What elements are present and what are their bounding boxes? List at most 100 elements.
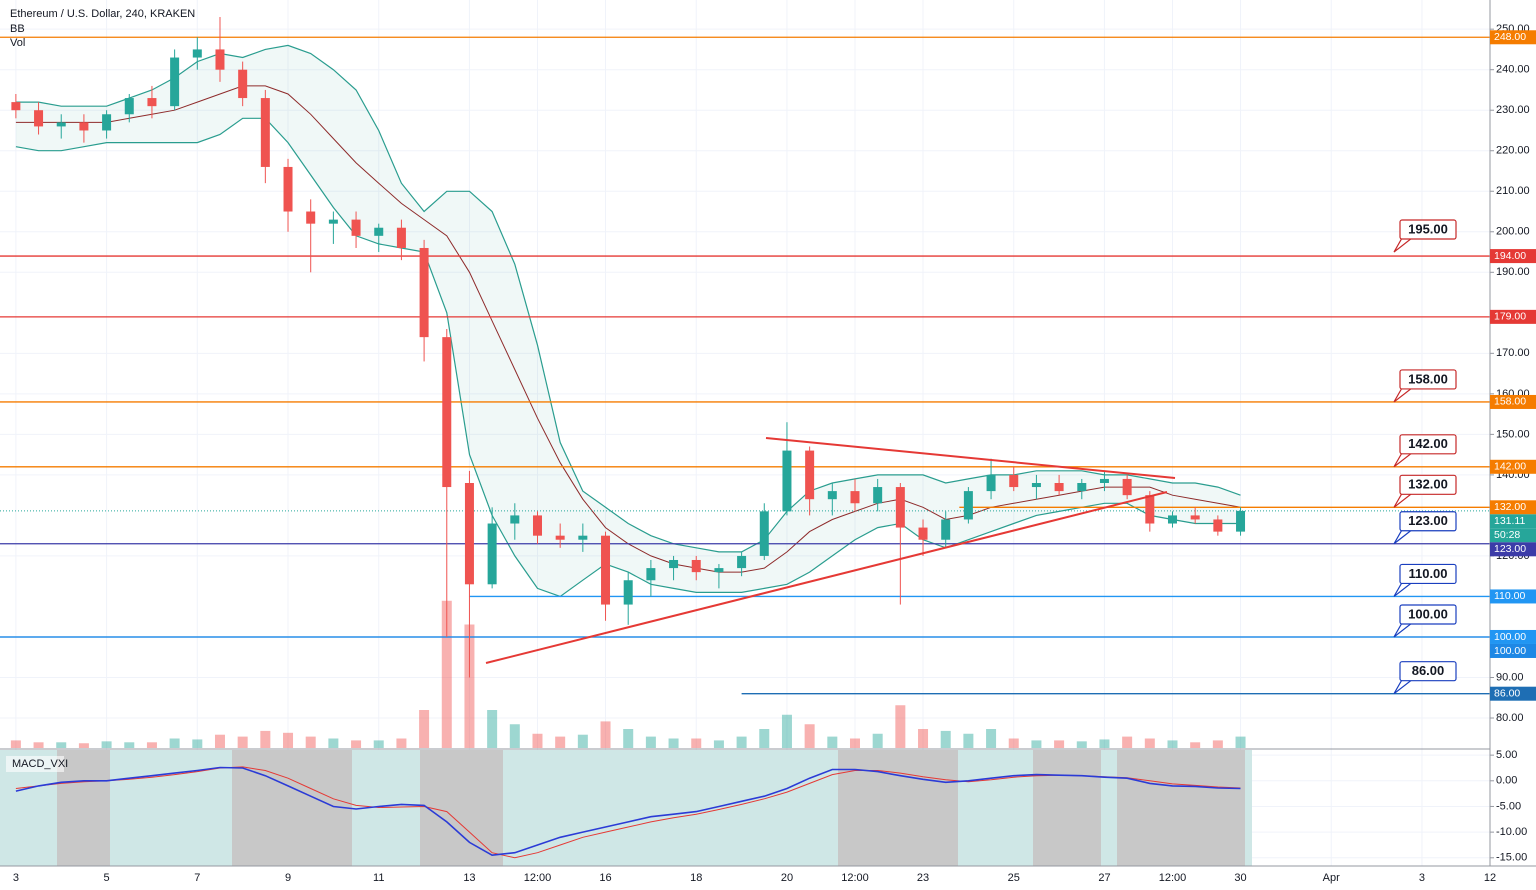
volume-bar [1031,740,1042,748]
volume-bar [986,729,997,748]
x-tick-label: 5 [104,872,110,884]
callout-box [1399,434,1457,455]
volume-bar [1054,740,1065,748]
price-tag-label: 86.00 [1494,687,1520,699]
candle-body [986,474,996,492]
volume-bar [373,740,384,748]
volume-bar [1008,738,1019,748]
candle-body [419,247,429,338]
volume-bar [600,721,611,748]
x-tick-label: 20 [781,872,793,884]
callouts: 248.00 194.00 179.00 158.00 142.00 132.00 131.… [1393,30,1536,701]
macd-pane [15,766,1241,859]
price-tag-label: 179.00 [1494,311,1526,323]
candle-body [805,450,815,500]
trend-line [485,491,1168,664]
callout-label: 195.00 [1408,221,1448,236]
candle-body [260,98,270,167]
y-tick-label: 170.00 [1496,347,1530,359]
y-tick-label: -10.00 [1496,826,1527,838]
volume-bar [283,732,294,748]
x-tick-label: Apr [1323,872,1340,884]
volume-bar [124,742,135,748]
volume-bar [33,742,44,748]
macd-background [0,750,1252,866]
x-tick-label: 12:00 [841,872,869,884]
y-tick-label: 80.00 [1496,712,1524,724]
callout-label: 123.00 [1408,513,1448,528]
x-tick-label: 3 [13,872,19,884]
volume-bar [623,729,634,748]
x-tick-label: 27 [1098,872,1110,884]
price-tag-label: 131.11 [1494,515,1525,527]
indicator-label-bg [6,756,64,772]
macd-region [57,750,110,866]
x-tick-label: 23 [917,872,929,884]
callout-label: 86.00 [1412,663,1445,678]
price-tag-label: 100.00 [1494,645,1526,657]
candle-body [374,227,384,236]
price-axis [1490,0,1536,866]
price-tag [1490,629,1536,644]
volume-bar [1167,740,1178,748]
x-tick-label: 11 [373,872,384,884]
x-tick-label: 13 [463,872,475,884]
volume-bar [56,742,67,748]
candle-body [328,219,338,224]
candle-body [283,166,293,212]
x-tick-label: 7 [194,872,200,884]
trend-line [765,437,1176,479]
volume-bar [328,738,339,748]
volume-bar [1076,741,1087,748]
volume-bar [1235,736,1246,748]
candle-body [79,122,89,131]
macd-line [15,766,1241,857]
candle-body [1236,510,1246,532]
price-tag-label: 50:28 [1494,529,1520,541]
price-tag [1490,686,1536,701]
price-tag [1490,643,1536,658]
candle-body [555,535,565,540]
volume-bar [1099,739,1110,748]
volume-bar [872,733,883,748]
volume-bar [1144,738,1155,748]
volume-bar [487,710,498,748]
candle-body [11,102,21,111]
y-tick-label: -15.00 [1496,852,1527,864]
volume-bar [351,740,362,748]
candle-body [1145,495,1155,524]
candle-body [1190,515,1200,520]
callout-label: 110.00 [1408,566,1447,581]
candle-body [532,515,542,536]
volume-bar [237,736,248,748]
price-tag-label: 110.00 [1494,590,1525,602]
y-tick-label: 0.00 [1496,775,1517,787]
volume [10,600,1246,748]
volume-bar [10,740,21,748]
candle-body [1031,482,1041,488]
callout-box [1399,563,1457,585]
volume-bar [260,730,271,748]
callout-box [1399,604,1457,625]
price-tag-label: 100.00 [1494,631,1526,643]
volume-bar [214,734,225,748]
volume-bar [918,729,929,748]
candle-body [487,523,497,585]
callout-box [1399,474,1457,495]
volume-bar [759,729,770,748]
candles [11,17,1246,678]
x-tick-label: 18 [690,872,702,884]
volume-bar [396,738,407,748]
volume-bar [963,733,974,748]
callout-box [1399,369,1457,390]
price-tag [1490,459,1536,474]
candle-body [442,337,452,488]
price-tag-label: 194.00 [1494,250,1526,262]
x-tick-label: 12:00 [524,872,552,884]
volume-bar [827,736,838,748]
volume-bar [804,724,815,748]
callout-label: 158.00 [1408,371,1448,386]
macd-region [420,750,503,866]
volume-bar [419,710,430,748]
candle-body [464,482,474,585]
